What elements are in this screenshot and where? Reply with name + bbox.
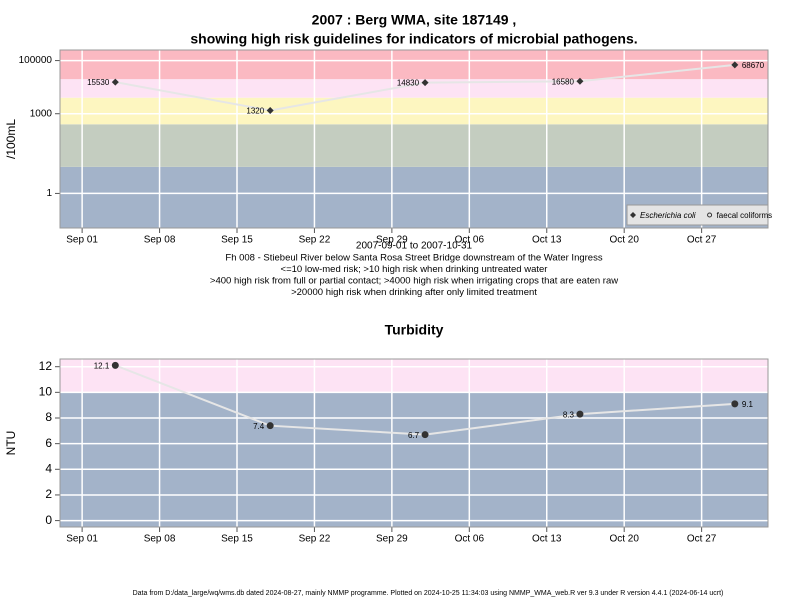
risk-band [60,359,768,393]
y-tick-label: 10 [39,385,53,399]
legend-label: faecal coliforms [717,211,773,220]
risk-band [60,124,768,167]
y-tick-label: 100000 [19,55,53,66]
data-label: 14830 [397,79,420,88]
x-tick-label: Sep 01 [66,235,98,246]
y-tick-label: 0 [45,513,52,527]
x-tick-label: Sep 22 [299,235,331,246]
x-tick-label: Oct 13 [532,534,562,545]
y-axis-label: /100mL [4,119,18,159]
annotation: >20000 high risk when drinking after onl… [291,287,537,298]
legend-box [626,204,769,226]
plot-frame [59,49,769,229]
x-tick-label: Oct 06 [455,534,485,545]
data-point [111,361,119,369]
legend-marker [630,212,636,218]
x-tick-label: Oct 13 [532,235,562,246]
x-tick-label: Oct 20 [609,235,639,246]
x-tick-label: Oct 27 [687,534,717,545]
data-point [111,78,119,86]
y-axis-label: NTU [4,431,18,456]
annotation: <=10 low-med risk; >10 high risk when dr… [281,264,548,275]
chart-title: Turbidity [385,322,444,338]
x-tick-label: Oct 06 [455,235,485,246]
legend-label: Escherichia coli [640,211,696,220]
y-tick-label: 8 [45,410,52,424]
plot-frame [59,358,769,528]
x-tick-label: Sep 15 [221,534,253,545]
x-tick-label: Sep 29 [376,534,408,545]
chart-title: showing high risk guidelines for indicat… [190,31,637,47]
data-point [421,79,429,87]
y-tick-label: 1000 [30,108,53,119]
annotation: Fh 008 - Stiebeul River below Santa Rosa… [225,253,602,264]
x-tick-label: Sep 01 [66,534,98,545]
data-label: 7.4 [253,422,265,431]
x-tick-label: Sep 15 [221,235,253,246]
x-tick-label: Oct 27 [687,235,717,246]
x-tick-label: Sep 22 [299,534,331,545]
data-point [731,61,739,69]
subtitle: 2007-09-01 to 2007-10-31 [356,241,473,252]
data-point [731,400,739,408]
data-point [576,77,584,85]
x-tick-label: Sep 08 [144,235,176,246]
risk-band [60,50,768,80]
y-tick-label: 6 [45,436,52,450]
data-label: 16580 [552,77,575,86]
data-label: 6.7 [408,431,420,440]
data-point [576,410,584,418]
legend-marker [707,212,713,218]
y-tick-label: 2 [45,487,52,501]
data-point [421,431,429,439]
data-label: 15530 [87,78,110,87]
data-label: 12.1 [94,362,110,371]
x-tick-label: Sep 08 [144,534,176,545]
data-point [266,107,274,115]
risk-band [60,392,768,527]
data-label: 1320 [246,107,264,116]
risk-band [60,97,768,125]
footer: Data from D:/data_large/wq/wms.db dated … [133,590,724,597]
x-tick-label: Oct 20 [609,534,639,545]
annotation: >400 high risk from full or partial cont… [210,276,618,287]
x-tick-label: Sep 29 [376,235,408,246]
data-label: 9.1 [742,400,754,409]
y-tick-label: 1 [46,188,52,199]
y-tick-label: 4 [45,461,52,475]
y-tick-label: 12 [39,359,53,373]
data-label: 8.3 [563,410,575,419]
data-point [266,422,274,430]
data-label: 68670 [742,61,765,70]
chart-title: 2007 : Berg WMA, site 187149 , [312,12,517,28]
